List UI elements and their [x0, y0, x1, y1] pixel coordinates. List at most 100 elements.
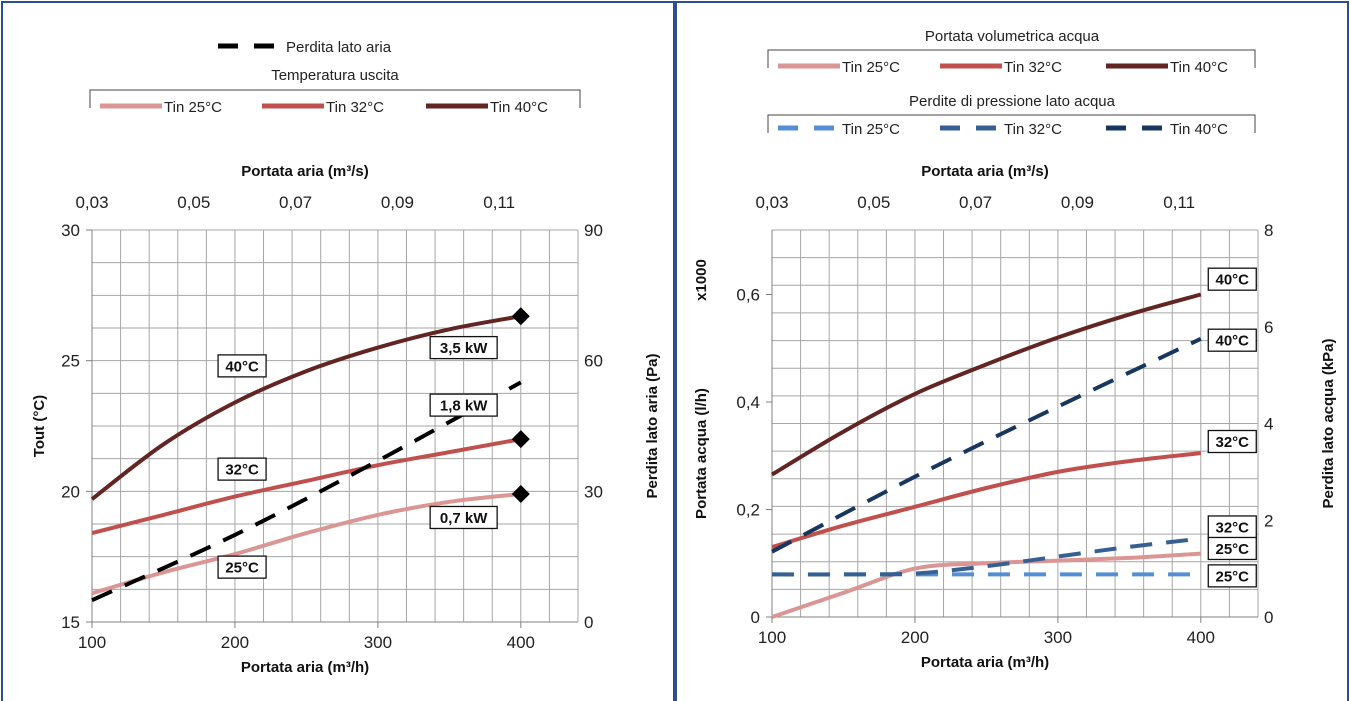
legend: Perdita lato aria Temperatura uscita Tin 2…: [89, 39, 581, 116]
x2-axis-title: Portata aria (m³/s): [241, 163, 369, 180]
data-marker: [511, 484, 530, 503]
annotation-box: [429, 393, 498, 417]
grid-lines: [771, 229, 1259, 618]
legend-entry-label: Tin 25°C: [842, 121, 900, 138]
legend-entry-label: Tin 40°C: [1170, 59, 1228, 76]
annotation-box: [1207, 267, 1257, 291]
y2-axis-title: Perdita lato aria (Pa): [644, 353, 661, 498]
series-line-flow-tin-32-c: [771, 451, 1202, 550]
series-line-pressure-tin-40-c: [771, 336, 1202, 554]
y2-tick-label: 4: [1264, 415, 1273, 434]
x-tick-label: 100: [758, 628, 786, 647]
legend-entry-label: Tin 40°C: [490, 99, 548, 116]
series-line-tin-40-c: [90, 314, 522, 501]
annotation-label: 25°C: [1207, 564, 1257, 588]
x-tick-label: 100: [78, 633, 106, 652]
annotation-text: 32°C: [1216, 434, 1250, 451]
x2-tick-label: 0,07: [959, 193, 992, 212]
x-axis-title: Portata aria (m³/h): [241, 659, 369, 676]
grid-lines: [91, 229, 579, 623]
series-line-flow-tin-40-c: [770, 292, 1202, 477]
annotation-box: [429, 505, 498, 530]
legend: Portata volumetrica acqua Tin 25°C Tin 32°…: [767, 28, 1256, 138]
legend-group-bracket: [89, 89, 581, 108]
y-tick-label: 0,2: [736, 501, 760, 520]
annotation-label: 0,7 kW: [429, 505, 498, 530]
y2-tick-label: 6: [1264, 318, 1273, 337]
legend-group-title: Perdite di pressione lato acqua: [909, 93, 1116, 110]
legend-entry-label: Tin 32°C: [326, 99, 384, 116]
data-marker: [511, 430, 530, 449]
x2-tick-label: 0,05: [857, 193, 890, 212]
x2-tick-label: 0,03: [75, 193, 108, 212]
data-marker: [511, 307, 530, 326]
annotation-text: 1,8 kW: [440, 398, 488, 415]
annotation-box: [1207, 429, 1257, 454]
series-line-flow-tin-25-c: [771, 551, 1201, 619]
legend-entry-label: Tin 25°C: [164, 99, 222, 116]
annotation-label: 32°C: [1207, 515, 1257, 539]
annotation-label: 32°C: [1207, 429, 1257, 454]
y2-tick-label: 30: [584, 482, 603, 501]
annotation-box: [1207, 536, 1257, 561]
x-tick-label: 300: [1044, 628, 1072, 647]
annotation-text: 25°C: [1216, 568, 1250, 585]
legend-entry-label: Tin 32°C: [1004, 59, 1062, 76]
annotation-box: [1207, 328, 1257, 352]
annotation-text: 0,7 kW: [440, 510, 488, 527]
x2-tick-label: 0,07: [279, 193, 312, 212]
annotation-box: [217, 457, 267, 481]
annotation-box: [217, 555, 267, 579]
annotation-box: [1207, 564, 1257, 588]
x2-tick-label: 0,11: [483, 193, 515, 212]
annotation-box: [429, 335, 498, 360]
legend-entry-label: Perdita lato aria: [286, 39, 392, 56]
y-axis-multiplier: x1000: [693, 259, 710, 301]
x-tick-label: 300: [364, 633, 392, 652]
y-tick-label: 0,6: [736, 286, 760, 305]
annotation-text: 40°C: [225, 358, 259, 375]
legend-group-bracket: [767, 114, 1256, 133]
annotation-box: [217, 354, 267, 378]
x2-tick-label: 0,11: [1163, 193, 1195, 212]
y-tick-label: 25: [61, 352, 80, 371]
legend-entry-label: Tin 40°C: [1170, 121, 1228, 138]
y2-tick-label: 2: [1264, 511, 1273, 530]
y-axis-title: Portata acqua (l/h): [693, 388, 710, 519]
legend-group-bracket: [767, 49, 1256, 68]
y2-tick-label: 0: [1264, 608, 1273, 627]
y-tick-label: 15: [61, 613, 80, 632]
series-group: [90, 307, 530, 603]
y2-axis-title: Perdita lato acqua (kPa): [1320, 338, 1337, 508]
x-tick-label: 200: [221, 633, 249, 652]
y2-tick-label: 90: [584, 221, 603, 240]
series-line-tin-25-c: [91, 491, 522, 596]
y-tick-label: 20: [61, 482, 80, 501]
x-axis-title: Portata aria (m³/h): [921, 654, 1049, 671]
annotation-label: 32°C: [217, 457, 267, 481]
series-line-perdita-lato-aria: [91, 380, 522, 603]
y-axis-title: Tout (°C): [31, 395, 48, 457]
right-panel-frame: [675, 1, 1349, 701]
x-tick-label: 400: [1187, 628, 1215, 647]
annotation-label: 40°C: [1207, 328, 1257, 352]
legend-group-title: Temperatura uscita: [271, 67, 399, 84]
y-tick-label: 0: [751, 608, 760, 627]
x2-tick-label: 0,05: [177, 193, 210, 212]
y2-tick-label: 60: [584, 352, 603, 371]
x2-tick-label: 0,09: [381, 193, 414, 212]
annotation-text: 25°C: [1216, 541, 1250, 558]
legend-group-title: Portata volumetrica acqua: [925, 28, 1100, 45]
series-group: [770, 292, 1202, 619]
annotation-text: 32°C: [1216, 519, 1250, 536]
annotation-label: 40°C: [1207, 267, 1257, 291]
annotation-label: 40°C: [217, 354, 267, 378]
left-panel-frame: [1, 1, 675, 701]
y2-tick-label: 0: [584, 613, 593, 632]
annotation-text: 32°C: [225, 462, 259, 479]
annotation-text: 40°C: [1216, 333, 1250, 350]
annotation-label: 25°C: [1207, 536, 1257, 561]
